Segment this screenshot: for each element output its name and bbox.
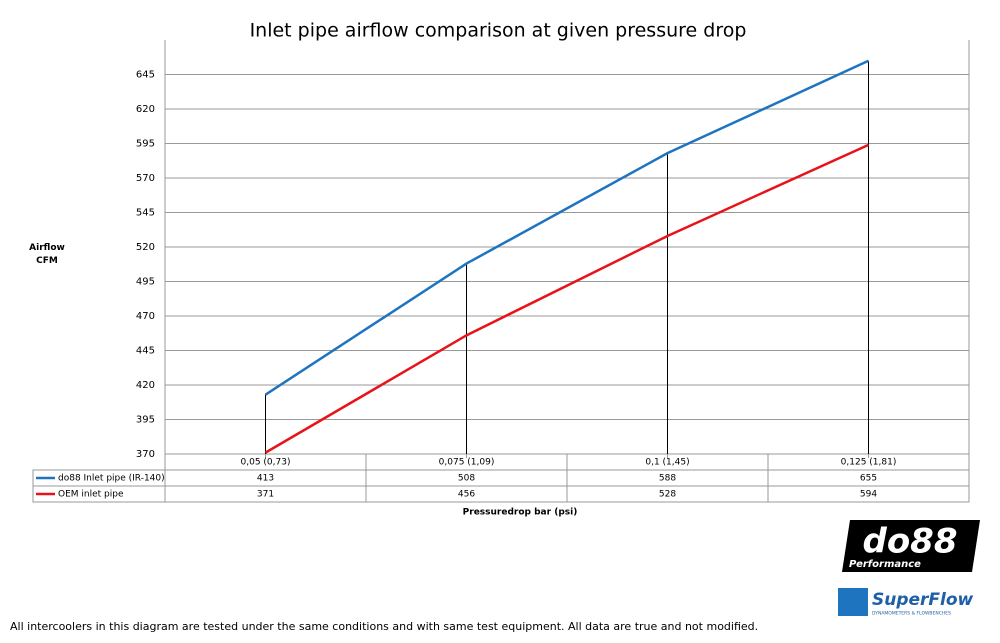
table-value: 588 [659,474,676,484]
logo-bg [842,520,980,572]
table-value: 655 [860,474,877,484]
logo-icon [838,588,868,616]
x-tick-label: 0,075 (1,09) [439,458,495,468]
table-value: 594 [860,490,877,500]
chart-title: Inlet pipe airflow comparison at given p… [250,20,747,42]
x-axis-label: Pressuredrop bar (psi) [463,508,578,518]
table-value: 413 [257,474,274,484]
y-tick-label: 595 [136,139,155,150]
table-value: 528 [659,490,676,500]
y-tick-label: 620 [136,104,155,115]
table-value: 456 [458,490,475,500]
y-tick-label: 420 [136,380,155,391]
legend-label: OEM inlet pipe [58,490,124,500]
y-axis-label: Airflow CFM [29,243,65,266]
logo-subtext: DYNAMOMETERS & FLOWBENCHES [872,611,951,617]
y-tick-label: 470 [136,311,155,322]
line [264,143,870,454]
logo-text: SuperFlow [872,590,974,610]
y-tick-label: 520 [136,242,155,253]
y-tick-label: 495 [136,277,155,288]
footer-note: All intercoolers in this diagram are tes… [10,620,758,633]
logo-text: do88 [862,522,957,562]
y-tick-label: 545 [136,208,155,219]
x-tick-label: 0,125 (1,81) [841,458,897,468]
x-tick-label: 0,05 (0,73) [241,458,291,468]
y-tick-label: 570 [136,173,155,184]
logo-subtext: Performance [849,559,921,570]
table-value: 371 [257,490,274,500]
do88-logo: do88 Performance [842,520,980,572]
superflow-logo: SuperFlow DYNAMOMETERS & FLOWBENCHES [838,588,974,617]
y-tick-label: 645 [136,70,155,81]
y-tick-label: 395 [136,415,155,426]
line [264,59,870,396]
x-tick-label: 0,1 (1,45) [645,458,689,468]
y-tick-label: 370 [136,449,155,460]
y-tick-label: 445 [136,346,155,357]
table-value: 508 [458,474,475,484]
legend-label: do88 Inlet pipe (IR-140) [58,474,165,484]
